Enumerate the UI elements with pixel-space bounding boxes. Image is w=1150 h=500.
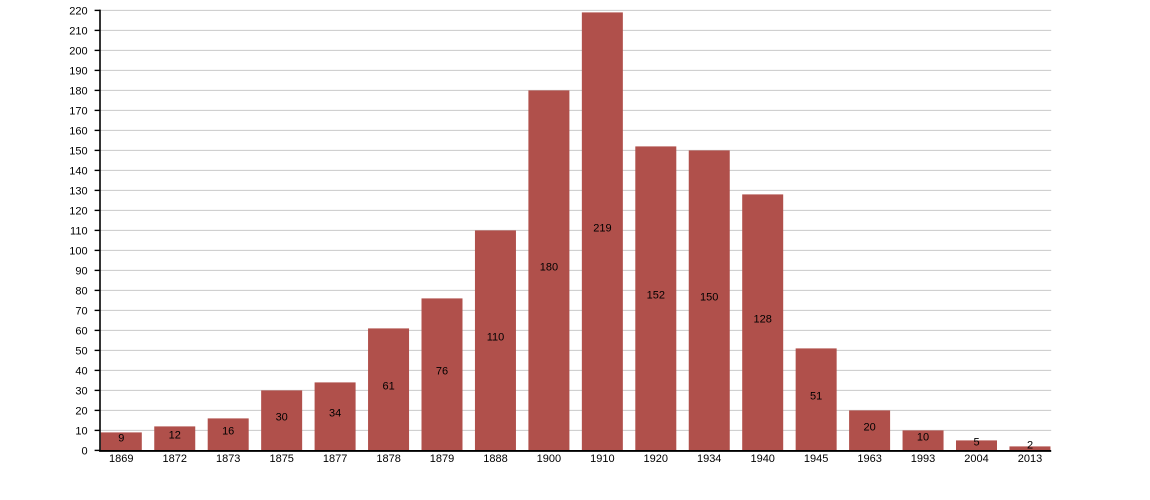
svg-text:219: 219 <box>593 222 611 234</box>
svg-text:200: 200 <box>69 46 87 58</box>
svg-text:40: 40 <box>75 366 87 378</box>
svg-text:1879: 1879 <box>430 453 454 465</box>
svg-text:1873: 1873 <box>216 453 240 465</box>
svg-text:100: 100 <box>69 246 87 258</box>
svg-text:16: 16 <box>222 425 234 437</box>
svg-text:128: 128 <box>754 313 772 325</box>
svg-text:2004: 2004 <box>964 453 988 465</box>
svg-text:1869: 1869 <box>109 453 133 465</box>
svg-text:152: 152 <box>647 289 665 301</box>
svg-text:30: 30 <box>276 411 288 423</box>
svg-text:1940: 1940 <box>750 453 774 465</box>
svg-text:1920: 1920 <box>644 453 668 465</box>
svg-text:110: 110 <box>487 331 505 343</box>
svg-text:20: 20 <box>75 406 87 418</box>
svg-text:0: 0 <box>81 446 87 458</box>
svg-text:190: 190 <box>69 66 87 78</box>
svg-text:50: 50 <box>75 346 87 358</box>
svg-text:51: 51 <box>810 390 822 402</box>
svg-text:170: 170 <box>69 106 87 118</box>
svg-text:1875: 1875 <box>269 453 293 465</box>
svg-text:1910: 1910 <box>590 453 614 465</box>
svg-text:1878: 1878 <box>376 453 400 465</box>
svg-text:12: 12 <box>169 429 181 441</box>
svg-text:120: 120 <box>69 206 87 218</box>
svg-text:150: 150 <box>69 146 87 158</box>
svg-text:90: 90 <box>75 266 87 278</box>
svg-text:76: 76 <box>436 365 448 377</box>
svg-text:110: 110 <box>70 226 88 238</box>
svg-text:1888: 1888 <box>483 453 507 465</box>
svg-text:150: 150 <box>700 291 718 303</box>
svg-text:1993: 1993 <box>911 453 935 465</box>
svg-text:30: 30 <box>75 386 87 398</box>
svg-text:130: 130 <box>69 186 87 198</box>
svg-text:210: 210 <box>69 26 87 38</box>
svg-text:1872: 1872 <box>163 453 187 465</box>
svg-text:220: 220 <box>69 6 87 18</box>
svg-text:2013: 2013 <box>1018 453 1042 465</box>
svg-text:2: 2 <box>1027 439 1033 451</box>
svg-text:80: 80 <box>75 286 87 298</box>
svg-text:140: 140 <box>69 166 87 178</box>
svg-text:10: 10 <box>917 431 929 443</box>
svg-text:60: 60 <box>75 326 87 338</box>
svg-text:9: 9 <box>118 432 124 444</box>
svg-text:1877: 1877 <box>323 453 347 465</box>
svg-text:61: 61 <box>382 380 394 392</box>
svg-text:70: 70 <box>75 306 87 318</box>
svg-text:10: 10 <box>75 426 87 438</box>
svg-text:180: 180 <box>540 261 558 273</box>
svg-text:5: 5 <box>973 436 979 448</box>
svg-text:34: 34 <box>329 407 341 419</box>
svg-text:180: 180 <box>69 86 87 98</box>
svg-text:20: 20 <box>863 421 875 433</box>
svg-text:1900: 1900 <box>537 453 561 465</box>
svg-text:1934: 1934 <box>697 453 721 465</box>
svg-text:1963: 1963 <box>857 453 881 465</box>
svg-text:1945: 1945 <box>804 453 828 465</box>
svg-text:160: 160 <box>69 126 87 138</box>
